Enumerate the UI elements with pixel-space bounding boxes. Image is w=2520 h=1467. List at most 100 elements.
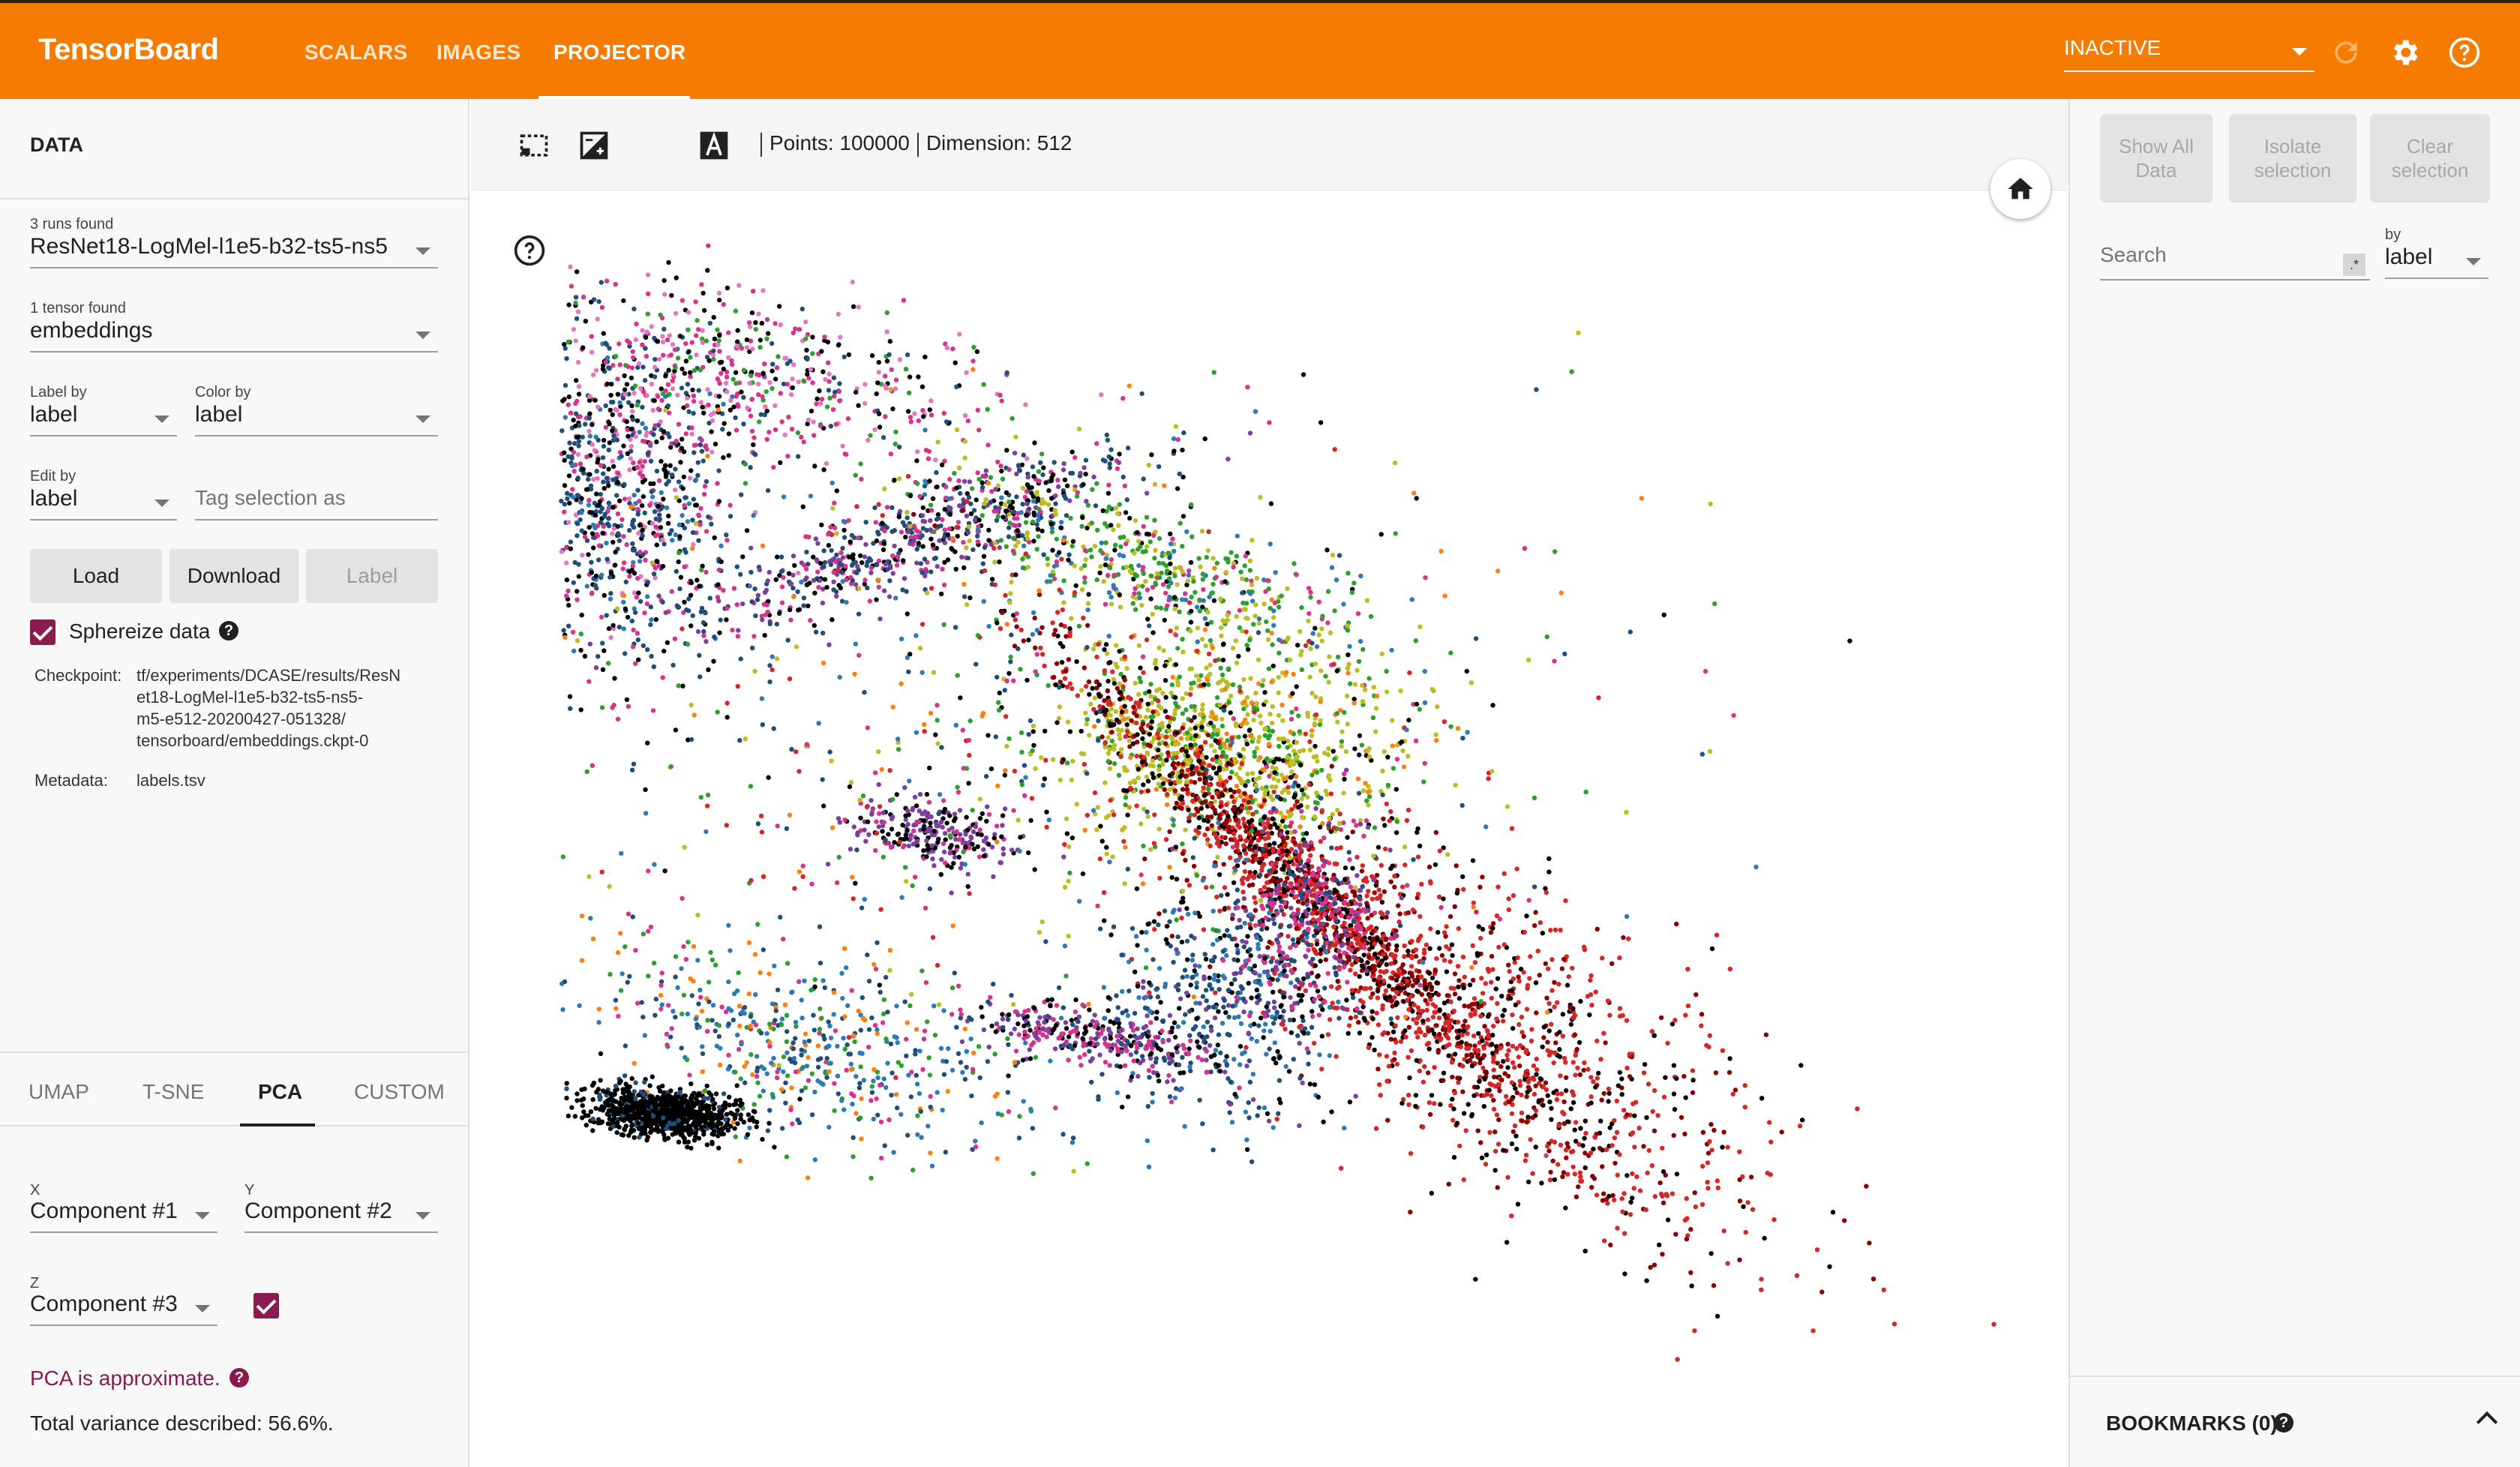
button-label: Show All <box>2119 135 2194 158</box>
help-icon[interactable]: ? <box>230 1368 249 1388</box>
x-component-select[interactable]: Component #1 <box>30 1198 218 1233</box>
divider <box>760 132 762 157</box>
chevron-down-icon <box>2292 48 2307 56</box>
sphereize-label: Sphereize data <box>69 620 211 643</box>
chevron-up-icon[interactable] <box>2476 1411 2498 1433</box>
edit-by-label: Edit by <box>30 468 76 484</box>
search-by-value: label <box>2385 244 2433 269</box>
run-select[interactable]: ResNet18-LogMel-l1e5-b32-ts5-ns5 <box>30 234 438 268</box>
tab-umap[interactable]: UMAP <box>28 1080 89 1103</box>
run-select-value: ResNet18-LogMel-l1e5-b32-ts5-ns5 <box>30 234 388 259</box>
point-stats: Points: 100000 Dimension: 512 <box>753 131 1072 157</box>
data-panel: DATA 3 runs found ResNet18-LogMel-l1e5-b… <box>0 99 470 1467</box>
chevron-down-icon <box>416 1212 430 1220</box>
active-tab-indicator <box>538 96 690 100</box>
edit-by-value: label <box>30 486 78 511</box>
help-icon[interactable]: ? <box>2274 1413 2294 1432</box>
y-axis-label: Y <box>244 1182 255 1198</box>
label-by-select[interactable]: label <box>30 402 177 436</box>
active-tab-indicator <box>240 1124 315 1126</box>
load-button[interactable]: Load <box>30 549 162 603</box>
z-component-value: Component #3 <box>30 1292 178 1316</box>
by-label: by <box>2385 226 2402 243</box>
color-by-value: label <box>195 402 243 427</box>
checkpoint-line: m5-e512-20200427-051328/ <box>136 710 346 728</box>
label-by-value: label <box>30 402 78 427</box>
top-app-bar: TensorBoard SCALARS IMAGES PROJECTOR INA… <box>0 0 2520 100</box>
search-placeholder: Search <box>2100 243 2167 266</box>
tag-selection-placeholder: Tag selection as <box>195 486 346 509</box>
divider <box>0 198 468 200</box>
pca-warning-text: PCA is approximate. <box>30 1366 220 1390</box>
checkpoint-line: tensorboard/embeddings.ckpt-0 <box>136 731 369 750</box>
y-component-value: Component #2 <box>244 1198 392 1223</box>
settings-gear-icon[interactable] <box>2388 36 2421 69</box>
tab-custom[interactable]: CUSTOM <box>354 1080 445 1103</box>
embedding-scatter-plot[interactable] <box>471 190 2068 1467</box>
refresh-icon[interactable] <box>2330 36 2362 69</box>
chevron-down-icon <box>2466 258 2481 266</box>
tab-images[interactable]: IMAGES <box>436 40 521 64</box>
tab-scalars[interactable]: SCALARS <box>304 40 408 64</box>
variance-text: Total variance described: 56.6%. <box>30 1412 334 1435</box>
help-icon[interactable]: ? <box>219 621 238 640</box>
search-input[interactable]: Search <box>2100 243 2370 280</box>
reset-view-button[interactable] <box>1990 159 2050 219</box>
select-rectangle-icon[interactable] <box>518 129 550 162</box>
inspector-panel <box>2068 99 2520 1467</box>
tab-tsne[interactable]: T-SNE <box>142 1080 205 1103</box>
tab-projector[interactable]: PROJECTOR <box>554 40 686 64</box>
help-circle-icon[interactable] <box>513 234 546 267</box>
label-a-icon[interactable] <box>698 129 730 162</box>
moon-icon[interactable] <box>638 129 670 162</box>
button-label: Isolate <box>2264 135 2322 158</box>
label-button[interactable]: Label <box>306 549 438 603</box>
metadata-value: labels.tsv <box>136 771 206 790</box>
color-by-select[interactable]: label <box>195 402 438 436</box>
checkpoint-line: et18-LogMel-l1e5-b32-ts5-ns5- <box>136 688 364 706</box>
tensor-found-label: 1 tensor found <box>30 300 126 316</box>
tensor-select[interactable]: embeddings <box>30 318 438 352</box>
help-circle-icon[interactable] <box>2448 36 2481 69</box>
clear-selection-button[interactable]: Clear selection <box>2370 114 2490 202</box>
bookmarks-label: BOOKMARKS (0) <box>2106 1412 2278 1435</box>
pca-warning: PCA is approximate. <box>30 1366 220 1390</box>
chevron-down-icon <box>154 416 170 423</box>
search-by-select[interactable]: label <box>2385 244 2488 279</box>
points-count: Points: 100000 <box>770 131 910 154</box>
button-label: Data <box>2135 159 2177 182</box>
chevron-down-icon <box>416 248 430 255</box>
run-dropdown-value: INACTIVE <box>2064 36 2162 59</box>
button-label: selection <box>2391 159 2469 182</box>
runs-found-label: 3 runs found <box>30 216 114 232</box>
z-axis-label: Z <box>30 1275 40 1292</box>
tag-selection-input[interactable]: Tag selection as <box>195 486 438 520</box>
show-all-data-button[interactable]: Show All Data <box>2100 114 2212 202</box>
night-mode-icon[interactable] <box>578 129 610 162</box>
y-component-select[interactable]: Component #2 <box>244 1198 438 1233</box>
chevron-down-icon <box>416 416 430 423</box>
dimension-count: Dimension: 512 <box>926 131 1072 154</box>
chevron-down-icon <box>154 500 170 507</box>
projection-tabs: UMAP T-SNE PCA CUSTOM <box>0 1052 470 1126</box>
tab-pca[interactable]: PCA <box>258 1080 303 1103</box>
divider <box>916 132 919 157</box>
home-icon <box>2008 178 2033 200</box>
x-component-value: Component #1 <box>30 1198 178 1223</box>
run-dropdown[interactable]: INACTIVE <box>2064 36 2314 72</box>
tensor-select-value: embeddings <box>30 318 153 343</box>
download-button[interactable]: Download <box>170 549 298 603</box>
z-enable-checkbox[interactable] <box>254 1293 279 1318</box>
metadata-key: Metadata: <box>34 771 108 790</box>
edit-by-select[interactable]: label <box>30 486 177 520</box>
label-by-label: Label by <box>30 384 87 400</box>
projector-toolbar <box>471 99 2068 190</box>
chevron-down-icon <box>416 332 430 339</box>
isolate-selection-button[interactable]: Isolate selection <box>2229 114 2356 202</box>
bookmarks-bar[interactable]: BOOKMARKS (0) ? <box>2068 1376 2520 1467</box>
chevron-down-icon <box>195 1212 210 1220</box>
button-label: selection <box>2254 159 2332 182</box>
z-component-select[interactable]: Component #3 <box>30 1292 218 1326</box>
sphereize-checkbox[interactable] <box>30 620 56 645</box>
regex-toggle[interactable]: .* <box>2343 254 2366 276</box>
